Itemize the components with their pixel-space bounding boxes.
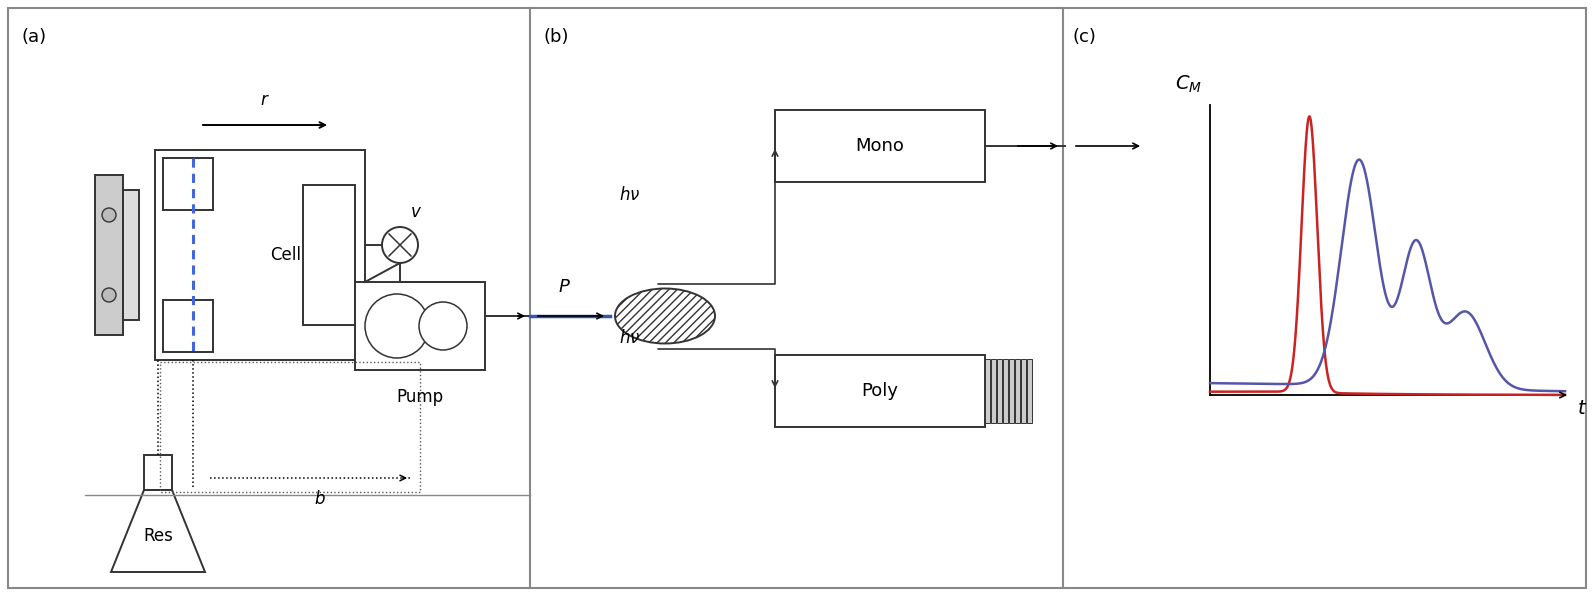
Circle shape [383, 227, 418, 263]
Text: $h\nu$: $h\nu$ [620, 329, 641, 347]
Text: $P$: $P$ [558, 278, 571, 296]
Bar [1003, 359, 1007, 423]
Bar [143, 455, 172, 490]
Bar [1022, 359, 1027, 423]
Bar [355, 282, 485, 370]
Text: $r$: $r$ [260, 91, 269, 109]
Text: (b): (b) [544, 28, 569, 46]
Text: (c): (c) [1073, 28, 1097, 46]
Polygon shape [112, 490, 206, 572]
Text: Poly: Poly [861, 382, 899, 400]
Bar [991, 359, 996, 423]
Bar [155, 150, 365, 360]
Circle shape [419, 302, 467, 350]
Bar [1009, 359, 1014, 423]
Circle shape [102, 288, 116, 302]
Bar [96, 175, 123, 335]
Bar [775, 110, 985, 182]
Bar [1027, 359, 1031, 423]
Bar [123, 190, 139, 320]
Bar [163, 300, 214, 352]
Text: $h\nu$: $h\nu$ [620, 186, 641, 204]
Text: (a): (a) [22, 28, 48, 46]
Text: $C_{M}$: $C_{M}$ [1175, 74, 1202, 95]
Bar [996, 359, 1003, 423]
Text: Res: Res [143, 527, 172, 545]
Bar [163, 158, 214, 210]
Circle shape [102, 208, 116, 222]
Text: Cell: Cell [269, 246, 301, 264]
Circle shape [365, 294, 429, 358]
Bar [1015, 359, 1020, 423]
Ellipse shape [615, 288, 716, 343]
Text: $b$: $b$ [314, 490, 325, 508]
Bar [303, 185, 355, 325]
Text: $t$: $t$ [1576, 399, 1588, 418]
Bar [985, 359, 990, 423]
Text: $v$: $v$ [410, 203, 422, 221]
Text: Mono: Mono [856, 137, 904, 155]
Text: Pump: Pump [397, 388, 443, 406]
Bar [775, 355, 985, 427]
